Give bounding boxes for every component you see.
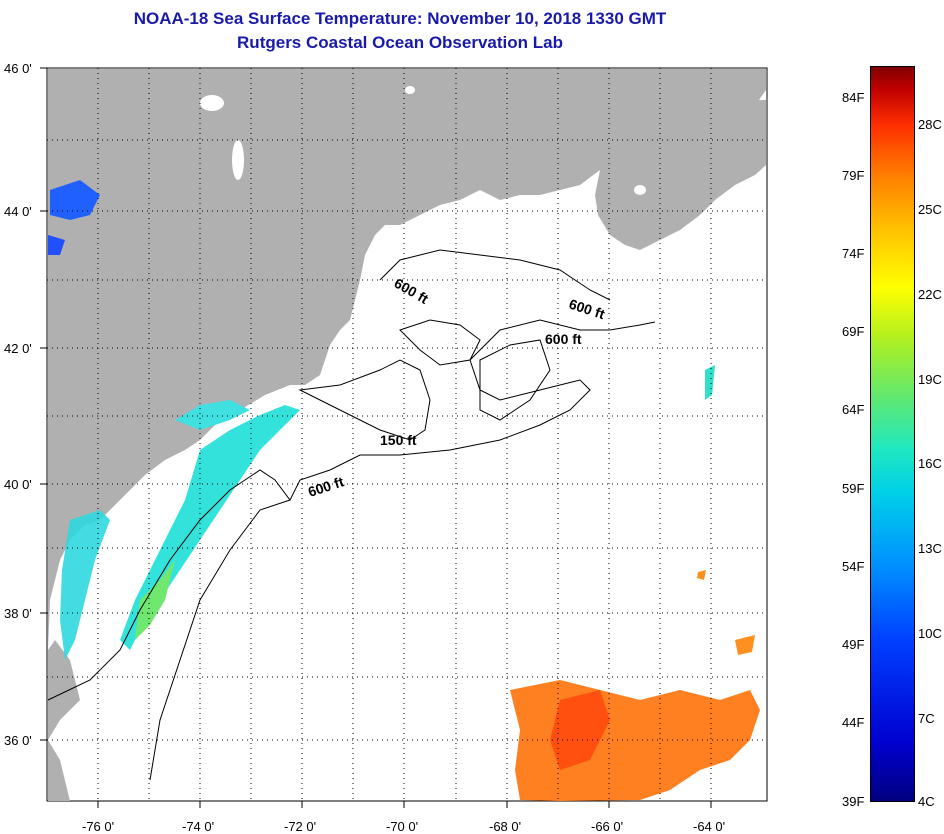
lat-label: 38 0' (4, 606, 32, 621)
tick-marks (40, 67, 712, 808)
colorbar-f-label: 59F (842, 481, 865, 496)
lat-label: 44 0' (4, 204, 32, 219)
land-area (48, 69, 766, 801)
colorbar-c-label: 10C (918, 626, 942, 641)
colorbar-c-label: 13C (918, 541, 942, 556)
lat-label: 42 0' (4, 341, 32, 356)
colorbar-c-label: 7C (918, 711, 935, 726)
colorbar-f-label: 54F (842, 559, 865, 574)
lon-label: -72 0' (284, 819, 317, 834)
colorbar-f-label: 64F (842, 402, 865, 417)
lon-label: -76 0' (82, 819, 115, 834)
colorbar-f-label: 49F (842, 637, 865, 652)
colorbar-f-label: 44F (842, 715, 865, 730)
lon-label: -70 0' (386, 819, 419, 834)
sst-offshore-patch (510, 570, 760, 801)
colorbar-f-label: 79F (842, 168, 865, 183)
colorbar-c-label: 16C (918, 456, 942, 471)
colorbar-c-label: 4C (918, 794, 935, 809)
temperature-colorbar (870, 66, 915, 802)
colorbar-c-label: 28C (918, 117, 942, 132)
contour-label: 150 ft (380, 432, 417, 448)
map-subtitle: Rutgers Coastal Ocean Observation Lab (237, 33, 563, 52)
lon-label: -74 0' (182, 819, 215, 834)
lat-label: 36 0' (4, 733, 32, 748)
colorbar-f-label: 84F (842, 90, 865, 105)
lakes (200, 86, 646, 195)
lon-label: -68 0' (489, 819, 522, 834)
lon-label: -64 0' (693, 819, 726, 834)
colorbar-c-label: 19C (918, 372, 942, 387)
lon-label: -66 0' (591, 819, 624, 834)
colorbar-f-label: 69F (842, 324, 865, 339)
grid-lines (47, 68, 767, 801)
colorbar-f-label: 39F (842, 794, 865, 809)
map-title: NOAA-18 Sea Surface Temperature: Novembe… (133, 9, 667, 28)
lat-label: 40 0' (4, 477, 32, 492)
colorbar-c-label: 22C (918, 287, 942, 302)
colorbar-c-label: 25C (918, 202, 942, 217)
contour-label: 600 ft (545, 331, 582, 347)
lat-label: 46 0' (4, 61, 32, 76)
colorbar-f-label: 74F (842, 246, 865, 261)
